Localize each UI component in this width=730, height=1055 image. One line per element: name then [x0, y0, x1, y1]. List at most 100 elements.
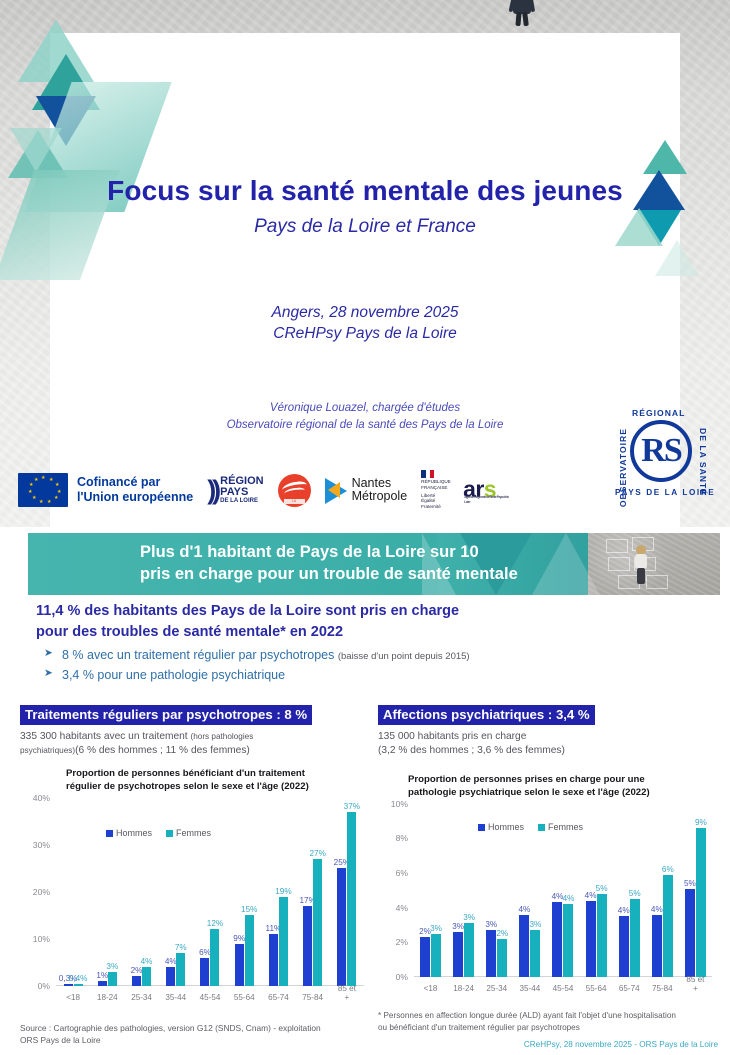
- bar-value-label: 0,4%: [68, 973, 88, 983]
- bar: 27%: [309, 849, 326, 986]
- bar-value-label: 5%: [628, 889, 641, 898]
- left-chart-title-line1: Proportion de personnes bénéficiant d'un…: [66, 768, 305, 780]
- bar: 9%: [233, 934, 245, 986]
- logo-ors-pays-de-la-loire: RS OBSERVATOIRE RÉGIONAL DE LA SANTÉ PAY…: [602, 404, 720, 516]
- bar-value-label: 4%: [584, 890, 597, 900]
- bar: 3%: [430, 924, 442, 977]
- bar-value-label: 7%: [174, 942, 187, 952]
- ars-text: ar: [463, 476, 484, 503]
- bar: 4%: [618, 906, 630, 977]
- bar-value-label: 11%: [265, 924, 282, 934]
- bar: 9%: [695, 818, 707, 977]
- chevron-icon: )): [207, 474, 221, 505]
- left-chart-plot-area: 0,3% 0,4% 1% 3% 2% 4% 4% 7% 6% 12% 9% 15% 11% 19% 17% 2…: [56, 798, 364, 986]
- source-line2: ORS Pays de la Loire: [20, 1034, 101, 1045]
- x-axis-label: 25-34: [131, 992, 152, 1002]
- right-triangle-cluster: [615, 140, 730, 300]
- region-line3: DE LA LOIRE: [220, 498, 258, 505]
- bar-value-label: 4%: [551, 892, 564, 902]
- bar-value-label: 12%: [206, 919, 224, 929]
- bar: 4%: [165, 957, 177, 986]
- source-note: Source : Cartographie des pathologies, v…: [20, 1023, 370, 1047]
- left-chart-baseline: [56, 984, 364, 986]
- right-chart-title: Proportion de personnes prises en charge…: [378, 774, 718, 800]
- rf-line3: Liberté: [421, 492, 436, 498]
- bar-value-label: 4%: [650, 904, 663, 914]
- bar-value-label: 4%: [562, 894, 575, 904]
- y-axis-tick: 0%: [37, 980, 50, 991]
- author-block: Véronique Louazel, chargée d'études Obse…: [50, 400, 680, 433]
- bar-value-label: 2%: [130, 966, 143, 976]
- lead-statement: 11,4 % des habitants des Pays de la Loir…: [36, 601, 676, 642]
- bar-value-label: 3%: [529, 920, 542, 930]
- x-axis-label: 18-24: [453, 983, 475, 993]
- bar-group: 1% 3%: [90, 962, 124, 986]
- eu-text-line1: Cofinancé par: [77, 475, 161, 489]
- lh-logo-caption: LA SAPIENCE: [283, 498, 305, 507]
- right-note-line1: 135 000 habitants pris en charge: [378, 731, 527, 742]
- x-axis-label: 35-44: [165, 992, 187, 1002]
- y-axis-tick: 0%: [395, 971, 408, 982]
- bar-value-label: 3%: [485, 920, 498, 930]
- eu-text-line2: l'Union européenne: [77, 490, 194, 504]
- triangle-icon: [10, 128, 62, 172]
- left-triangle-cluster: [0, 20, 210, 280]
- ors-text-pays-de-la-loire: PAYS DE LA LOIRE: [615, 488, 716, 497]
- x-axis-label: 25-34: [486, 983, 508, 993]
- x-axis-label: 85 et +: [686, 974, 705, 993]
- bar-group: 2% 3%: [414, 924, 447, 977]
- x-axis-label: 45-54: [552, 983, 574, 993]
- y-axis-tick: 6%: [395, 868, 408, 879]
- bar-value-label: 27%: [309, 848, 326, 858]
- bar: 19%: [275, 887, 292, 986]
- bar: 17%: [299, 896, 316, 986]
- title-slide: Focus sur la santé mentale des jeunes Pa…: [0, 0, 730, 527]
- left-chart-title: Proportion de personnes bénéficiant d'un…: [20, 768, 370, 794]
- left-section-note: 335 300 habitants avec un traitement (ho…: [20, 730, 370, 758]
- ars-wordmark: ars Agence Régionale de Santé Pays de la…: [463, 476, 509, 503]
- footnote-line2: ou bénéficiant d'un traitement régulier …: [378, 1022, 580, 1032]
- logo-nantes-metropole: Nantes Métropole: [324, 476, 408, 504]
- eu-logo-text: Cofinancé par l'Union européenne: [77, 475, 193, 505]
- left-chart-legend: Hommes Femmes: [106, 828, 211, 838]
- partner-logos: ★ ★ ★ ★ ★ ★ ★ ★ ★ ★ ★ Cofinancé par l'Un…: [18, 466, 598, 514]
- bar-group: 9% 15%: [227, 905, 261, 986]
- bar-value-label: 1%: [96, 971, 109, 981]
- bar: 5%: [684, 879, 696, 977]
- bar: 5%: [596, 884, 608, 977]
- nantes-line2: Métropole: [351, 489, 408, 503]
- x-axis-label: <18: [66, 992, 80, 1002]
- list-item: 8 % avec un traitement régulier par psyc…: [44, 645, 704, 665]
- banner-triangle-icon: [460, 533, 532, 595]
- region-line2: PAYS: [220, 485, 249, 498]
- y-axis-tick: 8%: [395, 833, 408, 844]
- footnote: * Personnes en affection longue durée (A…: [378, 1010, 718, 1033]
- bullet-list: 8 % avec un traitement régulier par psyc…: [44, 645, 704, 686]
- banner: Plus d'1 habitant de Pays de la Loire su…: [28, 533, 720, 595]
- banner-photo: [588, 533, 720, 595]
- bar-value-label: 3%: [106, 961, 119, 971]
- left-column: Traitements réguliers par psychotropes :…: [20, 705, 370, 1008]
- bar-value-label: 9%: [695, 818, 707, 828]
- triangle-icon: [643, 140, 687, 174]
- logo-ars-pays-de-la-loire: RÉPUBLIQUE FRANÇAISE Liberté Égalité Fra…: [421, 470, 509, 510]
- legend-label: Femmes: [548, 821, 584, 832]
- page-title: Focus sur la santé mentale des jeunes: [107, 175, 623, 206]
- x-axis-label: 45-54: [199, 992, 221, 1002]
- y-axis-tick: 20%: [32, 886, 50, 897]
- y-axis-tick: 4%: [395, 902, 408, 913]
- french-flag-icon: [421, 470, 435, 479]
- banner-triangle-icon: [532, 533, 600, 595]
- legend-label: Femmes: [176, 827, 212, 838]
- banner-bg-left: [28, 533, 468, 595]
- rf-line1: RÉPUBLIQUE: [421, 479, 451, 485]
- bar: 1%: [96, 971, 108, 986]
- x-axis-label: 35-44: [519, 983, 541, 993]
- ars-subtext: Agence Régionale de Santé Pays de la Loi…: [464, 495, 509, 504]
- right-chart-baseline: [414, 975, 712, 977]
- bar-value-label: 3%: [430, 923, 442, 933]
- nantes-logo-text: Nantes Métropole: [351, 476, 408, 503]
- y-axis-tick: 10%: [390, 798, 408, 809]
- legend-item: Hommes: [478, 822, 524, 832]
